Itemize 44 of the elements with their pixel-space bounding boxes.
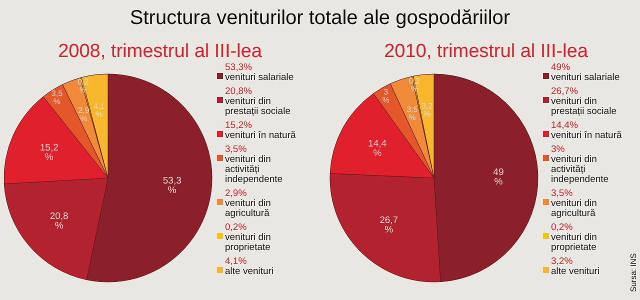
data-label: 2,9% <box>78 106 90 123</box>
data-label: 15,2% <box>40 142 58 164</box>
text: 2,9% <box>225 188 247 199</box>
text: 0,2% <box>225 222 247 233</box>
text: 3% <box>551 144 565 155</box>
data-label: 26,7% <box>380 215 398 236</box>
text: Sursa: INS <box>629 253 638 292</box>
data-label: 3,2% <box>422 102 434 119</box>
legend-label: venituri în natură <box>551 130 622 141</box>
legend-label: venituri salariale <box>225 72 294 83</box>
legend-label: venituri din activități independente <box>225 154 283 185</box>
legend-label: venituri din agricultură <box>225 198 271 219</box>
data-label: 3,5% <box>406 104 418 122</box>
legend-label: venituri din prestații sociale <box>225 96 290 117</box>
chart-title: 2010, trimestrul al III-lea <box>384 41 588 62</box>
data-label: 3,5% <box>51 89 64 106</box>
text: 26,7% <box>551 86 578 97</box>
data-label: 49% <box>551 62 571 73</box>
legend-label: venituri din agricultură <box>551 198 597 219</box>
legend-label: venituri în natură <box>225 130 296 141</box>
legend-label: venituri din activități independente <box>551 154 609 185</box>
legend-label: venituri din prestații sociale <box>551 96 616 117</box>
text: 3,5% <box>225 144 247 155</box>
text: 4,1% <box>225 256 247 267</box>
legend-label: venituri din proprietate <box>225 232 271 253</box>
text: 14,4% <box>551 120 578 131</box>
legend-label: venituri salariale <box>551 72 620 83</box>
text: 3,2% <box>551 256 573 267</box>
text: 49% <box>493 166 504 188</box>
chart-title: Structura veniturilor totale ale gospodăriilor <box>130 7 510 29</box>
text: 20,8% <box>225 86 252 97</box>
legend-label: venituri din proprietate <box>551 232 597 253</box>
data-label: 14,4% <box>368 138 387 159</box>
chart-subtitle: 2008, trimestrul al III-lea <box>58 41 262 62</box>
data-label: 53,3% <box>225 62 252 73</box>
data-label: 20,8% <box>50 211 68 232</box>
legend-label: alte venituri <box>551 266 600 277</box>
text: 0,2% <box>551 222 573 233</box>
text: 15,2% <box>225 120 252 131</box>
text: 3,5% <box>551 188 573 199</box>
text: 53,3% <box>162 176 182 196</box>
legend-label: alte venituri <box>225 266 274 277</box>
data-label: 4,1% <box>94 102 106 119</box>
data-label: 3% <box>382 87 390 104</box>
